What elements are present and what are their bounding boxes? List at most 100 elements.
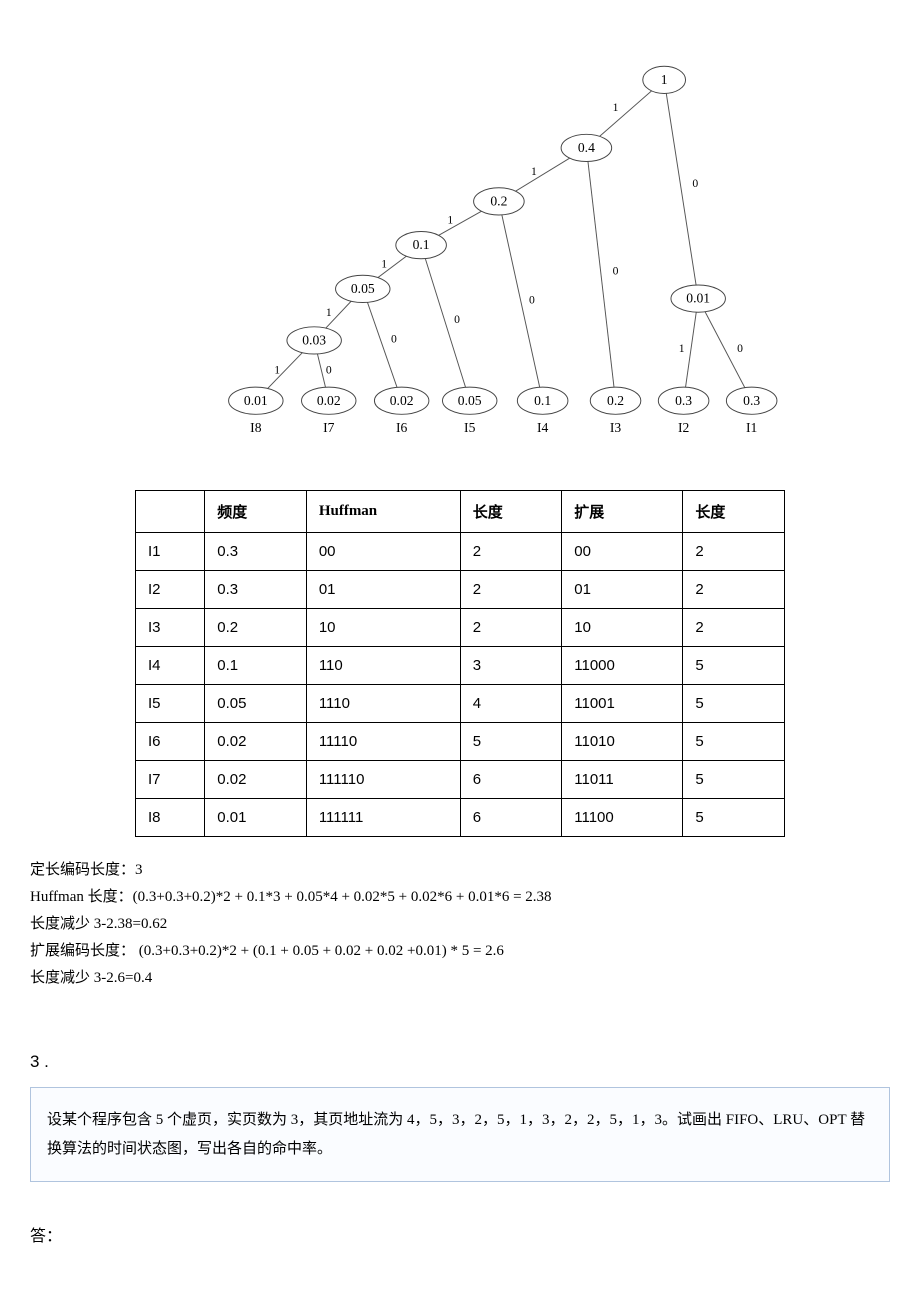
- table-cell: 2: [683, 571, 785, 609]
- edge-label: 0: [529, 293, 535, 306]
- table-cell: 00: [562, 533, 683, 571]
- tree-edge: [684, 299, 699, 401]
- table-cell: I4: [136, 647, 205, 685]
- table-cell: 11100: [562, 799, 683, 837]
- edge-label: 0: [454, 313, 460, 326]
- table-cell: 5: [683, 761, 785, 799]
- table-cell: 11001: [562, 685, 683, 723]
- table-row: I30.2102102: [136, 609, 785, 647]
- edge-label: 0: [613, 264, 619, 277]
- tree-edge: [586, 148, 615, 401]
- tree-node-label: 0.4: [578, 140, 595, 155]
- table-cell: I1: [136, 533, 205, 571]
- table-cell: I6: [136, 723, 205, 761]
- table-cell: 4: [460, 685, 562, 723]
- tree-node-label: 0.1: [534, 393, 551, 408]
- edge-label: 1: [679, 342, 685, 355]
- question-text: 设某个程序包含 5 个虚页，实页数为 3，其页地址流为 4，5，3，2，5，1，…: [47, 1112, 865, 1157]
- table-cell: I2: [136, 571, 205, 609]
- table-cell: 0.3: [205, 533, 307, 571]
- table-row: I50.0511104110015: [136, 685, 785, 723]
- tree-node-label: 0.05: [458, 393, 482, 408]
- edge-label: 1: [613, 101, 619, 114]
- table-cell: 2: [460, 609, 562, 647]
- calc-line-huffman: Huffman 长度：(0.3+0.3+0.2)*2 + 0.1*3 + 0.0…: [30, 884, 890, 911]
- tree-node-label: 0.02: [317, 393, 341, 408]
- edge-label: 1: [531, 165, 537, 178]
- table-cell: 00: [306, 533, 460, 571]
- calculation-block: 定长编码长度：3 Huffman 长度：(0.3+0.3+0.2)*2 + 0.…: [30, 857, 890, 992]
- table-cell: 5: [683, 647, 785, 685]
- table-cell: 11010: [562, 723, 683, 761]
- table-cell: 10: [562, 609, 683, 647]
- table-cell: 10: [306, 609, 460, 647]
- table-cell: 2: [683, 533, 785, 571]
- leaf-label: I4: [537, 420, 549, 435]
- table-cell: 111111: [306, 799, 460, 837]
- table-cell: 6: [460, 761, 562, 799]
- table-cell: 11110: [306, 723, 460, 761]
- table-cell: 5: [683, 685, 785, 723]
- table-cell: 0.05: [205, 685, 307, 723]
- table-cell: 11000: [562, 647, 683, 685]
- table-row: I20.3012012: [136, 571, 785, 609]
- table-header: [136, 491, 205, 533]
- table-header: 长度: [683, 491, 785, 533]
- leaf-label: I6: [396, 420, 408, 435]
- calc-line-ext: 扩展编码长度： (0.3+0.3+0.2)*2 + (0.1 + 0.05 + …: [30, 938, 890, 965]
- tree-edge: [698, 299, 751, 401]
- leaf-label: I5: [464, 420, 476, 435]
- table-row: I40.11103110005: [136, 647, 785, 685]
- table-cell: 0.3: [205, 571, 307, 609]
- table-row: I10.3002002: [136, 533, 785, 571]
- table-header: 扩展: [562, 491, 683, 533]
- edge-label: 0: [692, 177, 698, 190]
- tree-svg: 10101010101010 10.40.20.10.050.030.010.0…: [110, 40, 810, 460]
- edge-label: 0: [737, 342, 743, 355]
- table-header: Huffman: [306, 491, 460, 533]
- table-cell: 5: [683, 799, 785, 837]
- encoding-table: 频度Huffman长度扩展长度 I10.3002002I20.3012012I3…: [135, 490, 785, 837]
- question-box: 设某个程序包含 5 个虚页，实页数为 3，其页地址流为 4，5，3，2，5，1，…: [30, 1087, 890, 1182]
- tree-node-label: 0.2: [490, 193, 507, 208]
- leaf-label: I8: [250, 420, 262, 435]
- tree-node-label: 0.02: [390, 393, 414, 408]
- huffman-tree: 10101010101010 10.40.20.10.050.030.010.0…: [110, 40, 810, 460]
- table-cell: 0.2: [205, 609, 307, 647]
- tree-node-label: 0.05: [351, 281, 375, 296]
- edge-label: 1: [381, 258, 387, 271]
- table-cell: 5: [460, 723, 562, 761]
- edge-label: 0: [391, 332, 397, 345]
- tree-node-label: 0.01: [244, 393, 268, 408]
- leaf-label: I1: [746, 420, 757, 435]
- tree-edge: [421, 245, 470, 401]
- edge-label: 1: [326, 306, 332, 319]
- table-header: 频度: [205, 491, 307, 533]
- tree-edge: [499, 201, 543, 400]
- tree-node-label: 0.3: [675, 393, 692, 408]
- table-cell: 5: [683, 723, 785, 761]
- leaf-label: I7: [323, 420, 335, 435]
- calc-line-fixed: 定长编码长度：3: [30, 857, 890, 884]
- table-cell: I7: [136, 761, 205, 799]
- leaf-label: I3: [610, 420, 622, 435]
- table-cell: I3: [136, 609, 205, 647]
- tree-node-label: 1: [661, 72, 668, 87]
- tree-node-label: 0.01: [686, 291, 710, 306]
- edge-label: 1: [447, 214, 453, 227]
- table-cell: 0.02: [205, 761, 307, 799]
- table-cell: 01: [306, 571, 460, 609]
- tree-node-label: 0.2: [607, 393, 624, 408]
- calc-line-ext-diff: 长度减少 3-2.6=0.4: [30, 965, 890, 992]
- table-cell: 110: [306, 647, 460, 685]
- answer-label: 答：: [30, 1222, 890, 1246]
- table-cell: 0.1: [205, 647, 307, 685]
- table-cell: 2: [683, 609, 785, 647]
- table-cell: I5: [136, 685, 205, 723]
- table-cell: I8: [136, 799, 205, 837]
- table-row: I70.021111106110115: [136, 761, 785, 799]
- table-cell: 11011: [562, 761, 683, 799]
- table-cell: 3: [460, 647, 562, 685]
- tree-node-label: 0.03: [302, 333, 326, 348]
- table-header: 长度: [460, 491, 562, 533]
